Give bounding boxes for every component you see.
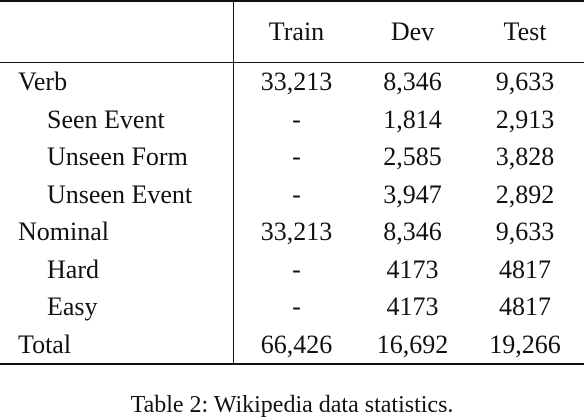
- table-row: Easy - 4173 4817: [0, 288, 584, 326]
- cell-dev: 4173: [360, 251, 466, 289]
- row-label: Easy: [0, 288, 233, 326]
- cell-train: -: [233, 138, 360, 176]
- cell-train: -: [233, 288, 360, 326]
- cell-dev: 16,692: [360, 326, 466, 365]
- table-row: Hard - 4173 4817: [0, 251, 584, 289]
- header-test: Test: [466, 1, 584, 63]
- table-caption: Table 2: Wikipedia data statistics.: [0, 392, 584, 419]
- cell-test: 2,913: [466, 101, 584, 139]
- cell-test: 9,633: [466, 213, 584, 251]
- cell-test: 9,633: [466, 63, 584, 101]
- row-label: Seen Event: [0, 101, 233, 139]
- cell-train: -: [233, 101, 360, 139]
- cell-train: 66,426: [233, 326, 360, 365]
- header-dev: Dev: [360, 1, 466, 63]
- cell-test: 3,828: [466, 138, 584, 176]
- table-row: Unseen Event - 3,947 2,892: [0, 176, 584, 214]
- cell-dev: 8,346: [360, 213, 466, 251]
- row-label: Total: [0, 326, 233, 365]
- cell-dev: 2,585: [360, 138, 466, 176]
- cell-test: 2,892: [466, 176, 584, 214]
- cell-dev: 8,346: [360, 63, 466, 101]
- statistics-table-container: Train Dev Test Verb 33,213 8,346 9,633 S…: [0, 0, 584, 365]
- row-label: Hard: [0, 251, 233, 289]
- cell-dev: 1,814: [360, 101, 466, 139]
- cell-test: 19,266: [466, 326, 584, 365]
- cell-train: -: [233, 176, 360, 214]
- row-label: Verb: [0, 63, 233, 101]
- row-label: Nominal: [0, 213, 233, 251]
- cell-train: -: [233, 251, 360, 289]
- table-row: Verb 33,213 8,346 9,633: [0, 63, 584, 101]
- cell-train: 33,213: [233, 213, 360, 251]
- cell-dev: 4173: [360, 288, 466, 326]
- cell-test: 4817: [466, 251, 584, 289]
- header-train: Train: [233, 1, 360, 63]
- cell-dev: 3,947: [360, 176, 466, 214]
- row-label: Unseen Form: [0, 138, 233, 176]
- cell-train: 33,213: [233, 63, 360, 101]
- table-row: Nominal 33,213 8,346 9,633: [0, 213, 584, 251]
- cell-test: 4817: [466, 288, 584, 326]
- row-label: Unseen Event: [0, 176, 233, 214]
- table-row-total: Total 66,426 16,692 19,266: [0, 326, 584, 365]
- table-row: Seen Event - 1,814 2,913: [0, 101, 584, 139]
- statistics-table: Train Dev Test Verb 33,213 8,346 9,633 S…: [0, 0, 584, 365]
- header-empty: [0, 1, 233, 63]
- table-row: Unseen Form - 2,585 3,828: [0, 138, 584, 176]
- header-row: Train Dev Test: [0, 1, 584, 63]
